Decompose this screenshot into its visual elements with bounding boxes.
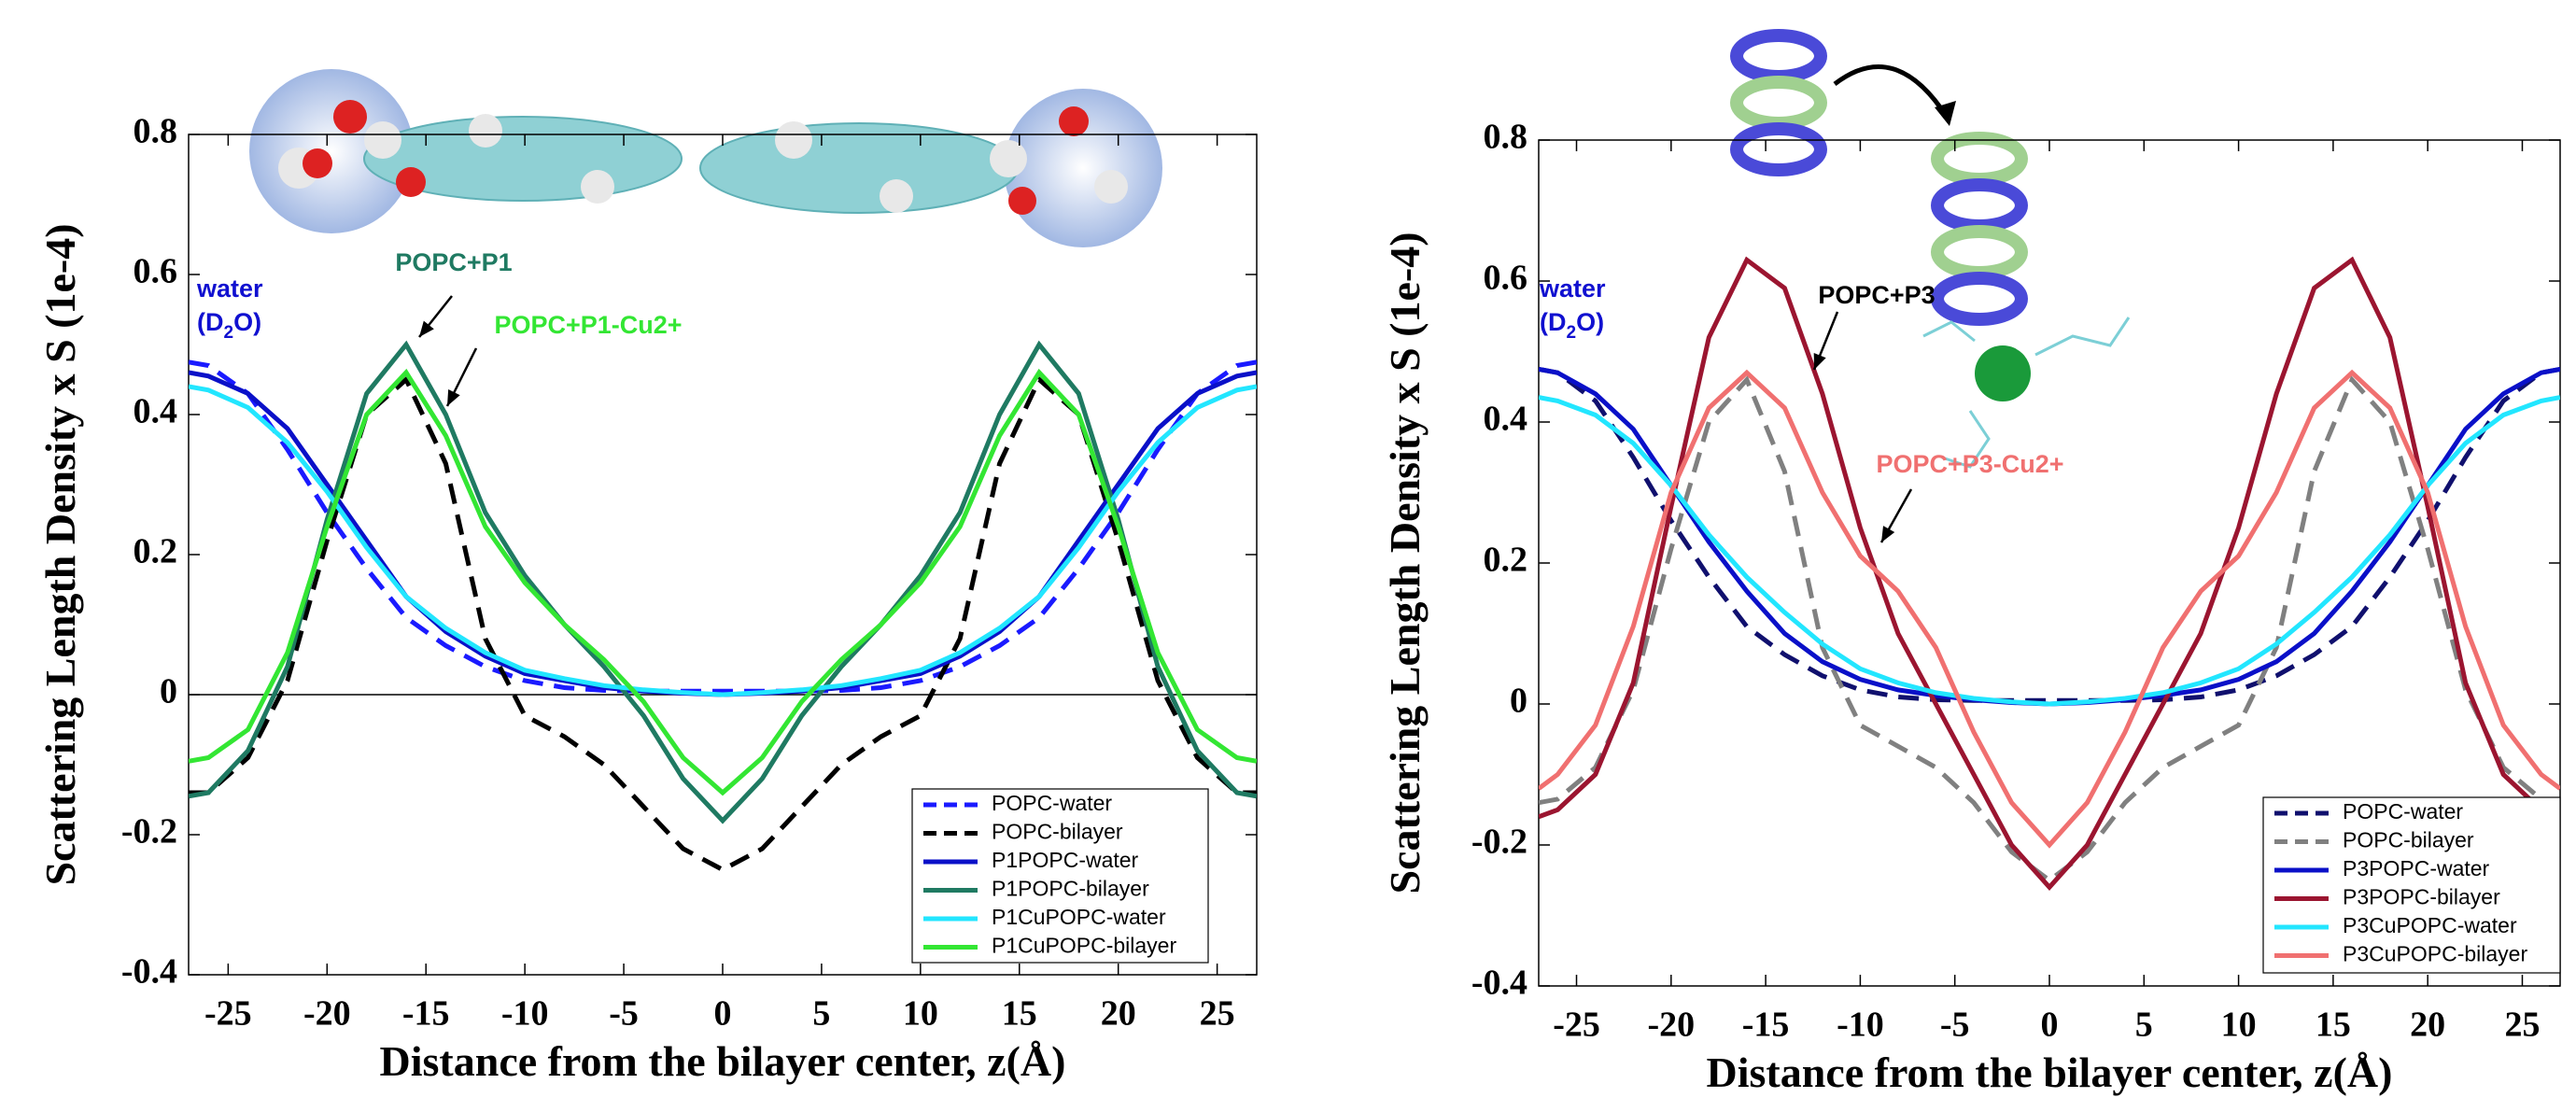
y-tick-label: 0	[1510, 682, 1527, 721]
legend-label: POPC-bilayer	[2343, 828, 2474, 852]
x-tick-label: -15	[1742, 1006, 1790, 1045]
x-tick-label: -20	[303, 994, 351, 1034]
x-tick-label: 10	[2221, 1006, 2257, 1045]
x-tick-label: 20	[2410, 1006, 2445, 1045]
y-tick-label: 0.8	[1484, 118, 1528, 157]
legend-label: POPC-bilayer	[992, 820, 1123, 844]
annotation: POPC+P3	[1818, 281, 1935, 309]
y-tick-label: -0.4	[1471, 964, 1527, 1003]
y-axis-label: Scattering Length Density x S (1e-4)	[1381, 232, 1429, 894]
series-line	[189, 340, 1257, 824]
arrow-head	[1813, 353, 1826, 370]
x-tick-label: -10	[1837, 1006, 1884, 1045]
x-tick-label: 0	[714, 994, 732, 1034]
y-tick-label: 0.6	[1484, 259, 1528, 298]
annotation: POPC+P3-Cu2+	[1876, 450, 2063, 478]
legend-box	[2262, 796, 2561, 974]
x-tick-label: 5	[812, 994, 830, 1034]
legend-label: POPC-water	[992, 791, 1112, 815]
y-tick-label: 0.2	[1484, 541, 1528, 580]
y-tick-label: -0.2	[1471, 823, 1527, 862]
y-tick-label: 0.4	[1484, 400, 1528, 439]
legend-label: POPC-water	[2343, 799, 2463, 823]
x-tick-label: 15	[1002, 994, 1037, 1034]
y-tick-label: 0.6	[134, 252, 178, 291]
legend-box	[911, 788, 1209, 964]
series-line	[1539, 366, 2560, 703]
series-line	[1539, 369, 2560, 849]
x-axis-label: Distance from the bilayer center, z(Å)	[1707, 1049, 2393, 1096]
chart: 0.8 0.6 0.4 0.2 0 -0.2 -0.4 -25 -20 -15 -10 -5 0 5 10 1…	[1381, 118, 2561, 1096]
x-tick-label: 5	[2135, 1006, 2153, 1045]
y-tick-label: 0.2	[134, 532, 178, 571]
water-label-part: water	[196, 274, 263, 303]
x-axis-label: Distance from the bilayer center, z(Å)	[380, 1037, 1066, 1085]
x-tick-label: 25	[2504, 1006, 2540, 1045]
legend-label: P3CuPOPC-bilayer	[2343, 942, 2527, 966]
y-axis-label: Scattering Length Density x S (1e-4)	[36, 223, 84, 885]
arrow-head	[1881, 526, 1895, 542]
water-label: water (D2O)	[196, 274, 263, 343]
series-line	[1539, 395, 2560, 707]
x-tick-label: -5	[609, 994, 639, 1034]
legend-label: P1POPC-bilayer	[992, 877, 1149, 901]
x-tick-label: -5	[1940, 1006, 1970, 1045]
annotation: POPC+P1-Cu2+	[494, 311, 682, 339]
x-tick-label: 15	[2316, 1006, 2351, 1045]
x-tick-label: -25	[1553, 1006, 1600, 1045]
x-tick-label: 25	[1200, 994, 1235, 1034]
x-tick-label: 20	[1101, 994, 1136, 1034]
y-tick-label: -0.4	[121, 952, 177, 992]
water-label-part: 2	[224, 323, 234, 343]
y-tick-label: 0.4	[134, 392, 178, 431]
arrow-head	[447, 389, 460, 406]
x-tick-label: 10	[903, 994, 938, 1034]
water-label-part: O)	[233, 308, 261, 336]
chart: 0.8 0.6 0.4 0.2 0 -0.2 -0.4 -25 -20 -15 -10 -5 0 5 10 1…	[36, 112, 1258, 1085]
water-label-part: 2	[1567, 323, 1577, 343]
legend-label: P3POPC-bilayer	[2343, 885, 2500, 909]
y-tick-label: -0.2	[121, 812, 177, 852]
annotation: POPC+P1	[395, 248, 512, 276]
series-line	[189, 368, 1257, 796]
x-tick-label: 0	[2041, 1006, 2059, 1045]
legend-label: P3CuPOPC-water	[2343, 913, 2517, 937]
series-line	[189, 359, 1257, 694]
x-tick-label: -25	[204, 994, 252, 1034]
series-line	[1539, 256, 2560, 892]
y-tick-label: 0	[160, 672, 177, 711]
molecule-decoration	[249, 29, 2131, 469]
y-tick-label: 0.8	[134, 112, 178, 151]
series-line	[189, 384, 1257, 697]
x-tick-label: -10	[501, 994, 549, 1034]
water-label-part: water	[1539, 274, 1606, 303]
water-label-part: O)	[1576, 308, 1604, 336]
legend-label: P1POPC-water	[992, 848, 1139, 872]
water-label: water (D2O)	[1539, 274, 1606, 343]
legend-label: P1CuPOPC-water	[992, 905, 1166, 929]
water-label-part: (D	[197, 308, 224, 336]
x-tick-label: -20	[1647, 1006, 1695, 1045]
series-line	[1539, 375, 2560, 883]
x-tick-label: -15	[402, 994, 450, 1034]
water-label-part: (D	[1540, 308, 1567, 336]
series-line	[189, 370, 1257, 697]
legend-label: P1CuPOPC-bilayer	[992, 934, 1176, 958]
arrow-head	[419, 320, 434, 337]
legend-label: P3POPC-water	[2343, 856, 2490, 880]
